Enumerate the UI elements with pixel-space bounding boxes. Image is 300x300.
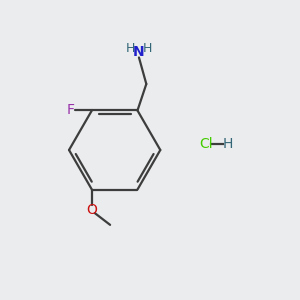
- Text: N: N: [133, 45, 145, 59]
- Text: H: H: [143, 42, 152, 55]
- Text: H: H: [125, 42, 135, 55]
- Text: H: H: [223, 137, 233, 151]
- Text: Cl: Cl: [199, 137, 213, 151]
- Text: O: O: [86, 202, 97, 217]
- Text: F: F: [67, 103, 75, 118]
